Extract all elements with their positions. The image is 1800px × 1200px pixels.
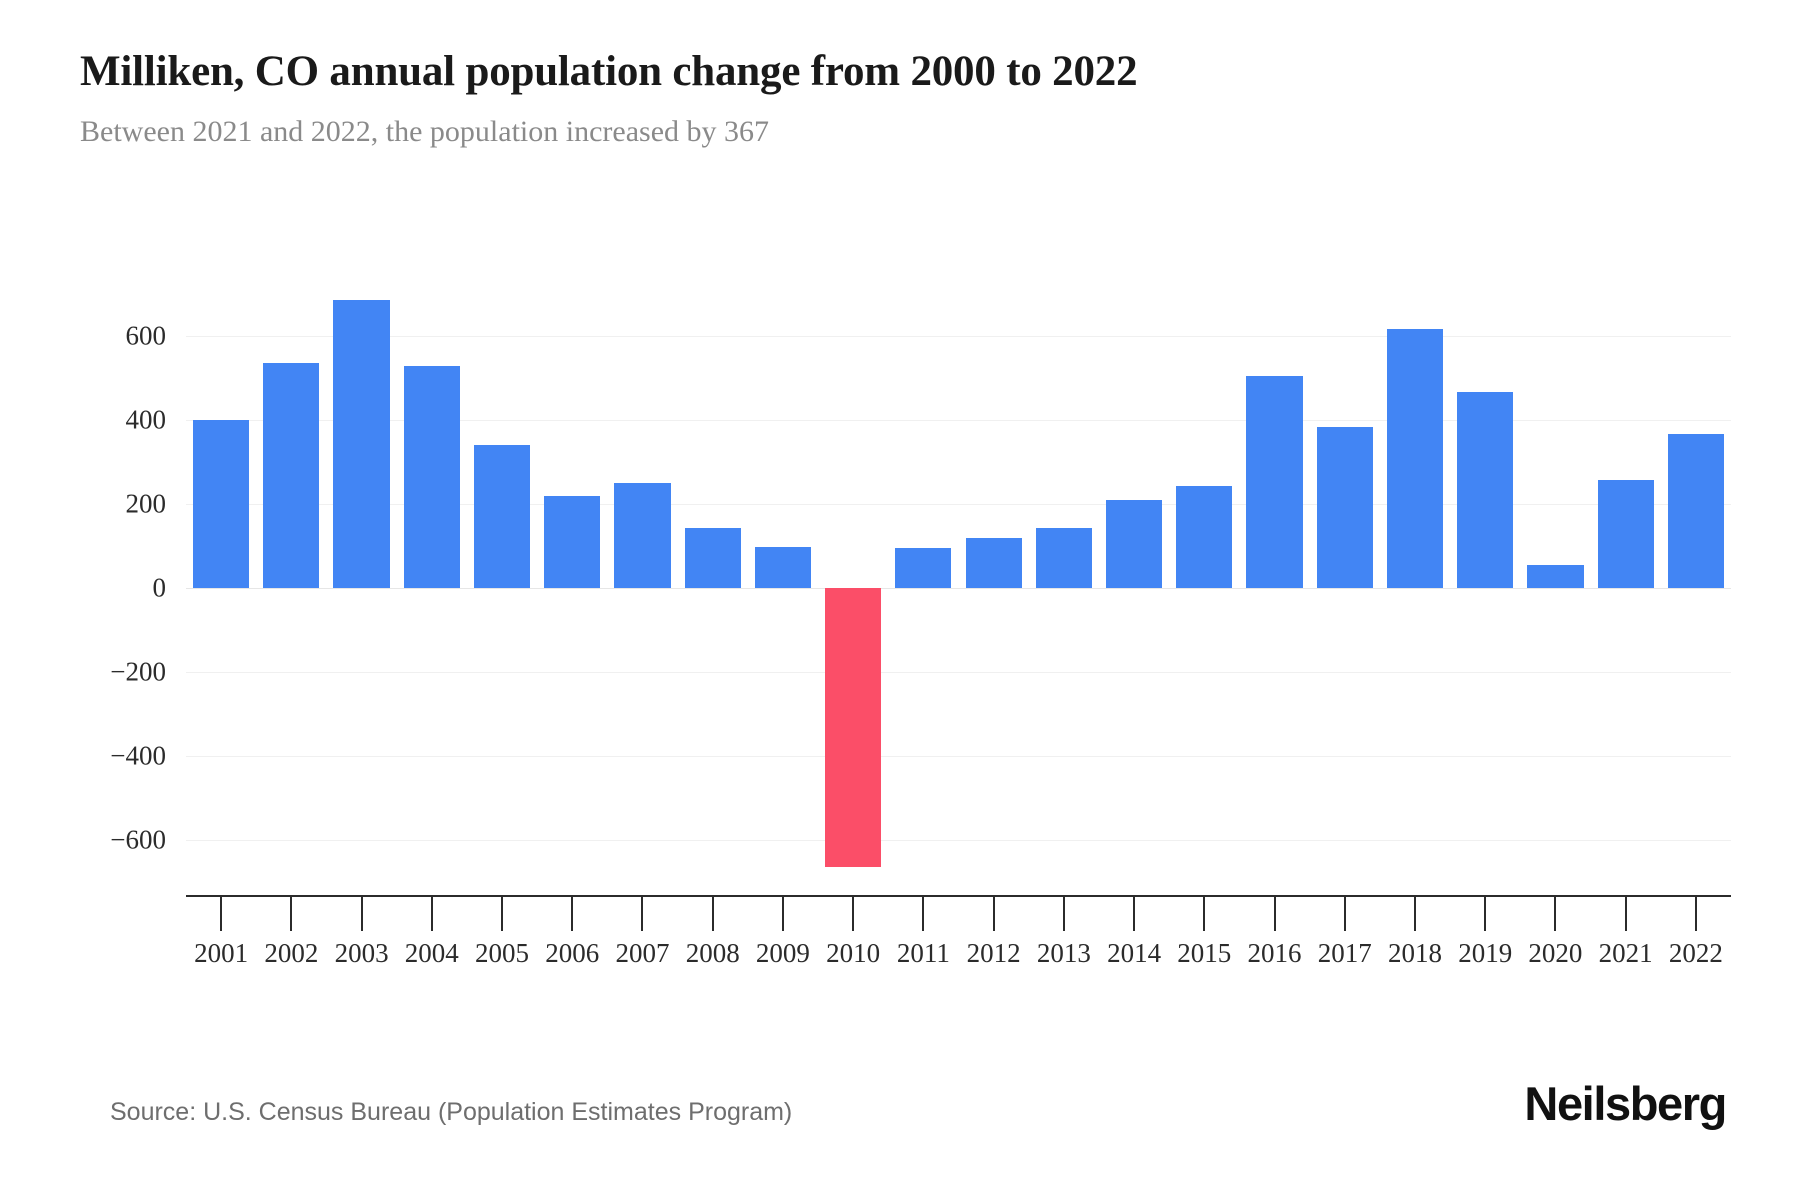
x-tick-label-2008: 2008 xyxy=(685,938,740,968)
x-tick-2006 xyxy=(571,895,574,931)
x-tick-2002 xyxy=(290,895,293,931)
y-tick-label: 0 xyxy=(152,572,167,603)
x-tick-2008 xyxy=(711,895,714,931)
bar-2016[interactable] xyxy=(1246,375,1303,588)
bar-2018[interactable] xyxy=(1386,328,1444,588)
bar-series xyxy=(186,230,1731,895)
x-tick-2013 xyxy=(1062,895,1065,931)
x-tick-label-2006: 2006 xyxy=(545,938,600,968)
gridline--600 xyxy=(186,840,1731,841)
x-tick-2011 xyxy=(922,895,925,931)
y-tick-label: −200 xyxy=(110,656,166,687)
x-tick-label-2009: 2009 xyxy=(755,938,810,968)
plot-area xyxy=(186,230,1731,895)
chart-subtitle: Between 2021 and 2022, the population in… xyxy=(80,115,770,149)
x-tick-label-2012: 2012 xyxy=(966,938,1021,968)
bar-2017[interactable] xyxy=(1316,427,1373,588)
x-tick-label-2010: 2010 xyxy=(826,938,881,968)
bar-2020[interactable] xyxy=(1527,564,1584,588)
x-tick-2007 xyxy=(641,895,644,931)
x-tick-2019 xyxy=(1484,895,1487,931)
y-tick-label: 400 xyxy=(125,404,167,435)
x-tick-2022 xyxy=(1694,895,1697,931)
bar-2008[interactable] xyxy=(684,527,741,588)
bar-2011[interactable] xyxy=(895,548,952,588)
bar-2004[interactable] xyxy=(403,366,460,588)
bar-2006[interactable] xyxy=(544,496,601,588)
x-tick-2016 xyxy=(1273,895,1276,931)
y-tick-label: 200 xyxy=(125,488,167,519)
x-tick-label-2021: 2021 xyxy=(1598,938,1653,968)
x-tick-label-2011: 2011 xyxy=(896,938,950,968)
x-tick-2014 xyxy=(1133,895,1136,931)
x-tick-label-2016: 2016 xyxy=(1247,938,1302,968)
bar-2007[interactable] xyxy=(614,483,671,588)
x-tick-label-2004: 2004 xyxy=(404,938,459,968)
bar-2009[interactable] xyxy=(754,546,811,588)
bar-2019[interactable] xyxy=(1457,391,1514,588)
x-tick-label-2018: 2018 xyxy=(1387,938,1442,968)
chart-header: Milliken, CO annual population change fr… xyxy=(80,48,1720,150)
x-tick-label-2003: 2003 xyxy=(334,938,389,968)
x-tick-label-2014: 2014 xyxy=(1107,938,1162,968)
y-tick-label: 600 xyxy=(125,320,167,351)
bar-2003[interactable] xyxy=(333,299,390,588)
bar-2013[interactable] xyxy=(1035,527,1092,588)
gridline-400 xyxy=(186,420,1731,421)
gridline--400 xyxy=(186,756,1731,757)
source-note: Source: U.S. Census Bureau (Population E… xyxy=(110,1098,793,1126)
y-tick-label: −600 xyxy=(110,824,166,855)
y-axis: 600 400 200 0 −200 −400 −600 xyxy=(90,230,166,895)
bar-2021[interactable] xyxy=(1597,480,1654,588)
bar-2014[interactable] xyxy=(1105,500,1163,588)
x-tick-label-2019: 2019 xyxy=(1458,938,1513,968)
y-tick-label: −400 xyxy=(110,740,166,771)
x-tick-2015 xyxy=(1203,895,1206,931)
x-tick-2020 xyxy=(1554,895,1557,931)
x-tick-label-2001: 2001 xyxy=(194,938,249,968)
bar-2005[interactable] xyxy=(473,444,531,588)
x-tick-label-2017: 2017 xyxy=(1317,938,1372,968)
x-tick-label-2022: 2022 xyxy=(1668,938,1723,968)
x-tick-2012 xyxy=(992,895,995,931)
gridline-200 xyxy=(186,504,1731,505)
page-title: Milliken, CO annual population change fr… xyxy=(80,48,1138,95)
x-tick-2010 xyxy=(852,895,855,931)
gridline-0 xyxy=(186,588,1731,589)
x-tick-2009 xyxy=(781,895,784,931)
bar-2022[interactable] xyxy=(1667,433,1724,588)
bar-2012[interactable] xyxy=(965,538,1022,588)
x-tick-label-2005: 2005 xyxy=(475,938,530,968)
x-tick-2018 xyxy=(1413,895,1416,931)
x-tick-2001 xyxy=(220,895,223,931)
x-tick-2004 xyxy=(430,895,433,931)
x-tick-label-2002: 2002 xyxy=(264,938,319,968)
x-tick-2003 xyxy=(360,895,363,931)
gridline-600 xyxy=(186,336,1731,337)
brand-logo: Neilsberg xyxy=(1524,1077,1727,1130)
x-tick-label-2020: 2020 xyxy=(1528,938,1583,968)
bar-2015[interactable] xyxy=(1176,485,1233,588)
x-tick-2005 xyxy=(501,895,504,931)
x-tick-label-2015: 2015 xyxy=(1177,938,1232,968)
x-tick-2017 xyxy=(1343,895,1346,931)
x-axis-line xyxy=(186,895,1731,897)
x-tick-label-2007: 2007 xyxy=(615,938,670,968)
gridline--200 xyxy=(186,672,1731,673)
x-tick-label-2013: 2013 xyxy=(1036,938,1091,968)
x-tick-2021 xyxy=(1624,895,1627,931)
bar-2002[interactable] xyxy=(263,363,320,588)
bar-2010[interactable] xyxy=(825,588,882,867)
bar-2001[interactable] xyxy=(193,420,250,588)
